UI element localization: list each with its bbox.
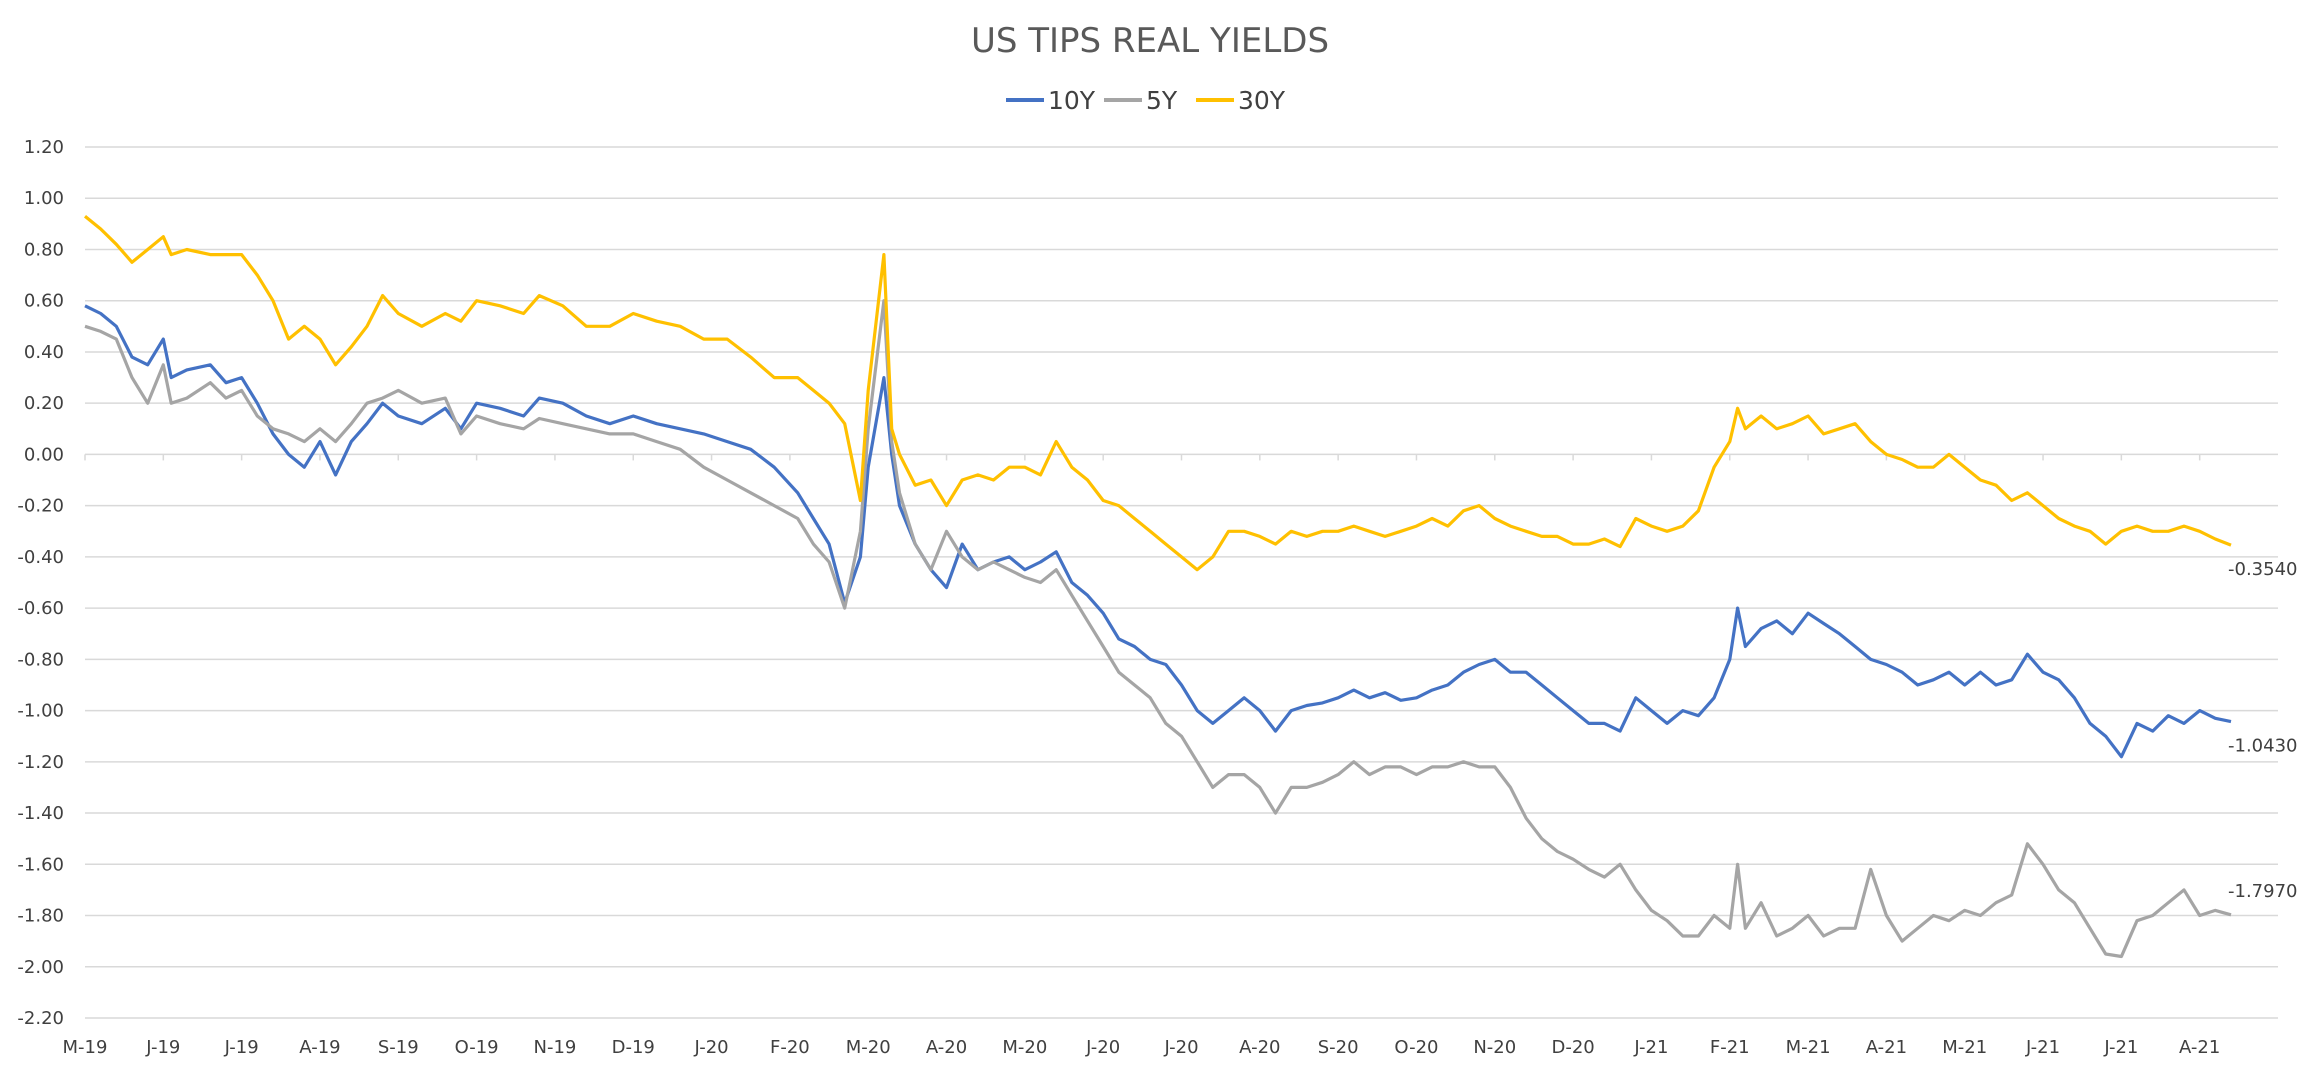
x-tick-label: A-19 bbox=[299, 1037, 340, 1058]
x-tick-label: J-20 bbox=[694, 1037, 729, 1058]
legend-label-30y: 30Y bbox=[1238, 86, 1286, 115]
x-tick-label: J-20 bbox=[1163, 1037, 1198, 1058]
y-tick-label: 1.00 bbox=[24, 188, 64, 209]
end-label-30y: -0.3540 bbox=[2228, 559, 2297, 580]
x-tick-label: J-20 bbox=[1085, 1037, 1120, 1058]
x-tick-label: M-20 bbox=[846, 1037, 891, 1058]
x-tick-label: M-21 bbox=[1786, 1037, 1831, 1058]
legend-label-5y: 5Y bbox=[1146, 86, 1178, 115]
series-line-10y bbox=[84, 304, 2232, 759]
x-axis-tick-labels: M-19 J-19 J-19 A-19 S-19 O-19 N-19 D-19 J-20 F-20… bbox=[63, 1037, 2221, 1058]
y-tick-label: 0.00 bbox=[24, 444, 64, 465]
y-tick-label: -1.40 bbox=[17, 803, 64, 824]
series-line-5y bbox=[84, 299, 2232, 959]
y-tick-label: -0.80 bbox=[17, 649, 64, 670]
gridlines bbox=[84, 146, 2278, 1019]
x-tick-label: F-21 bbox=[1710, 1037, 1750, 1058]
x-tick-label: N-20 bbox=[1473, 1037, 1516, 1058]
x-tick-label: O-19 bbox=[455, 1037, 499, 1058]
y-tick-label: 0.60 bbox=[24, 291, 64, 312]
x-tick-label: J-21 bbox=[2025, 1037, 2060, 1058]
series-line-30y bbox=[83, 214, 2232, 572]
y-tick-label: -0.20 bbox=[17, 496, 64, 517]
x-tick-label: A-21 bbox=[1866, 1037, 1907, 1058]
y-tick-label: -0.40 bbox=[17, 547, 64, 568]
y-tick-label: -1.80 bbox=[17, 906, 64, 927]
x-tick-label: J-19 bbox=[224, 1037, 259, 1058]
x-tick-label: J-21 bbox=[1633, 1037, 1668, 1058]
y-tick-label: 0.20 bbox=[24, 393, 64, 414]
x-tick-label: J-21 bbox=[2103, 1037, 2138, 1058]
y-tick-label: 1.20 bbox=[24, 137, 64, 158]
x-tick-label: S-20 bbox=[1318, 1037, 1359, 1058]
y-axis-tick-labels: 1.20 1.00 0.80 0.60 0.40 0.20 0.00 -0.20 -0.40 -0… bbox=[17, 137, 64, 1029]
x-tick-label: M-19 bbox=[63, 1037, 108, 1058]
x-tick-label: D-20 bbox=[1551, 1037, 1594, 1058]
x-tick-label: S-19 bbox=[378, 1037, 419, 1058]
series-lines bbox=[83, 214, 2232, 959]
x-tick-label: O-20 bbox=[1394, 1037, 1438, 1058]
x-tick-label: A-20 bbox=[1239, 1037, 1280, 1058]
x-tick-label: N-19 bbox=[533, 1037, 576, 1058]
end-label-5y: -1.7970 bbox=[2228, 881, 2297, 902]
y-tick-label: -1.60 bbox=[17, 854, 64, 875]
x-tick-label: J-19 bbox=[145, 1037, 180, 1058]
y-tick-label: -1.20 bbox=[17, 752, 64, 773]
end-value-labels: -1.0430 -1.7970 -0.3540 bbox=[2228, 559, 2297, 902]
y-tick-label: -2.20 bbox=[17, 1008, 64, 1029]
legend-label-10y: 10Y bbox=[1048, 86, 1096, 115]
chart-title: US TIPS REAL YIELDS bbox=[971, 21, 1329, 61]
y-tick-label: -1.00 bbox=[17, 701, 64, 722]
x-tick-label: M-21 bbox=[1942, 1037, 1987, 1058]
x-tick-label: D-19 bbox=[612, 1037, 655, 1058]
x-tick-label: A-21 bbox=[2179, 1037, 2220, 1058]
y-tick-label: -0.60 bbox=[17, 598, 64, 619]
y-tick-label: 0.80 bbox=[24, 239, 64, 260]
chart-legend: 10Y 5Y 30Y bbox=[1006, 86, 1286, 115]
x-tick-label: A-20 bbox=[926, 1037, 967, 1058]
y-tick-label: 0.40 bbox=[24, 342, 64, 363]
end-label-10y: -1.0430 bbox=[2228, 736, 2297, 757]
x-tick-label: F-20 bbox=[770, 1037, 810, 1058]
x-tick-label: M-20 bbox=[1002, 1037, 1047, 1058]
y-tick-label: -2.00 bbox=[17, 957, 64, 978]
